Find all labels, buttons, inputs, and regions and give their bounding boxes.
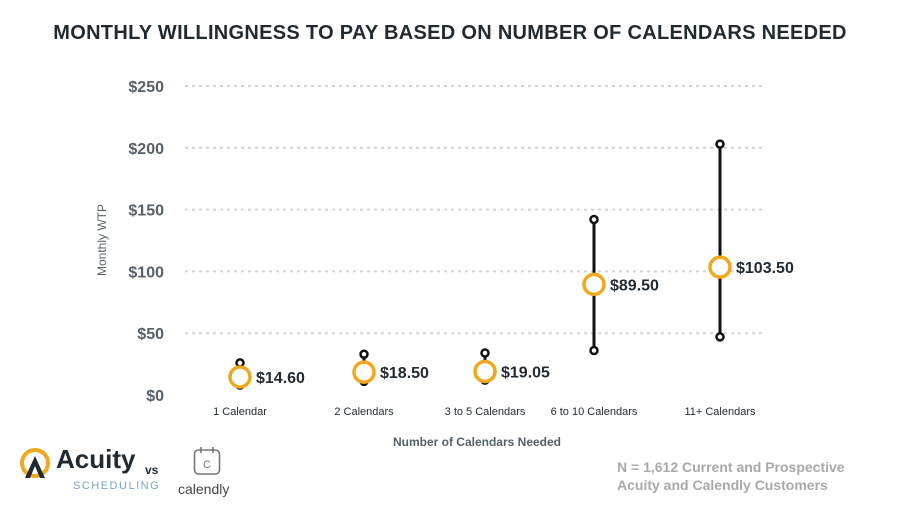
footnote-line-1: N = 1,612 Current and Prospective: [617, 459, 845, 475]
footnote-line-2: Acuity and Calendly Customers: [617, 477, 828, 493]
range-high-endpoint: [715, 139, 725, 149]
y-tick-label: $0: [146, 388, 164, 405]
calendly-icon: C: [193, 447, 221, 475]
range-low-endpoint: [715, 332, 725, 342]
range-low-endpoint: [589, 345, 599, 356]
value-label: $14.60: [256, 370, 305, 387]
x-axis-ticks: 1 Calendar 2 Calendars 3 to 5 Calendars 6 t…: [213, 406, 756, 418]
value-label: $19.05: [501, 364, 550, 381]
range-high-endpoint: [589, 214, 599, 225]
value-point: [582, 272, 606, 297]
gridlines: [185, 85, 765, 335]
value-point: [228, 365, 252, 389]
y-tick-label: $200: [128, 141, 164, 158]
y-tick-label: $100: [128, 264, 164, 281]
x-tick-label: 6 to 10 Calendars: [551, 406, 638, 418]
x-tick-label: 11+ Calendars: [684, 406, 756, 418]
y-tick-label: $50: [137, 326, 164, 343]
x-tick-label: 2 Calendars: [334, 406, 394, 418]
range-high-endpoint: [480, 348, 490, 358]
value-label: $18.50: [380, 365, 429, 382]
x-axis-label: Number of Calendars Needed: [393, 435, 561, 449]
value-point: [708, 255, 732, 279]
value-label: $89.50: [610, 277, 659, 294]
x-tick-label: 3 to 5 Calendars: [445, 406, 526, 418]
range-high-endpoint: [359, 349, 369, 359]
acuity-name: Acuity: [56, 444, 136, 474]
calendly-name: calendly: [178, 481, 230, 497]
y-axis-ticks: $0 $50 $100 $150 $200 $250: [128, 79, 164, 405]
x-tick-label: 1 Calendar: [213, 406, 267, 418]
data-marks: $14.60 $18.50 $19.05 $89.50 $103.50: [228, 139, 794, 390]
y-tick-label: $150: [128, 203, 164, 220]
calendly-icon-letter: C: [203, 459, 211, 471]
chart-title: MONTHLY WILLINGNESS TO PAY BASED ON NUMB…: [53, 22, 847, 44]
acuity-logo: Acuity SCHEDULING: [18, 444, 159, 496]
value-label: $103.50: [736, 260, 794, 277]
value-point: [473, 359, 497, 384]
y-tick-label: $250: [128, 79, 164, 96]
acuity-mark-icon: [20, 448, 50, 478]
y-axis-label: Monthly WTP: [95, 204, 109, 276]
vs-label: vs: [145, 463, 159, 477]
acuity-subtitle: SCHEDULING: [73, 480, 161, 492]
value-point: [352, 360, 376, 384]
sample-footnote: N = 1,612 Current and Prospective Acuity…: [617, 458, 845, 494]
